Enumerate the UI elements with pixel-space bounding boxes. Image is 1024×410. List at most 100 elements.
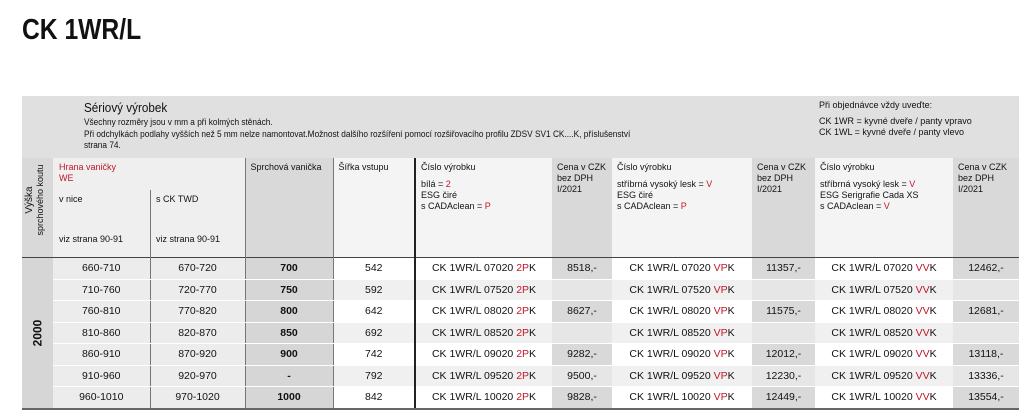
code-suffix: K — [929, 326, 937, 339]
table-row: 910-960 920-970-792 CK 1WR/L 09520 2PK 9500… — [22, 365, 1019, 387]
color-code: V — [909, 179, 916, 189]
code-base: CK 1WR/L 09020 — [431, 348, 517, 361]
code-base: CK 1WR/L 07020 — [431, 262, 517, 275]
edge-label: Hrana vaničky — [59, 162, 117, 172]
glass-label: ESG čiré — [421, 190, 458, 200]
code-suffix-color: VP — [713, 305, 728, 318]
table-row: 810-860 820-870 850 692 CK 1WR/L 08520 2PK CK… — [22, 322, 1019, 344]
code-base: CK 1WR/L 08020 — [431, 305, 517, 318]
height-label: sprchového koutu — [35, 164, 45, 236]
code-base: CK 1WR/L 08520 — [831, 326, 916, 339]
order-line: CK 1WL = kyvné dveře / panty vlevo — [819, 127, 964, 137]
product-code: CK 1WR/L 07020 VPK — [612, 257, 752, 280]
clean-label: s CADAclean = — [421, 201, 485, 211]
glass-label: ESG čiré — [617, 190, 654, 200]
code-suffix: K — [727, 305, 735, 318]
price-label: I/2021 — [757, 184, 783, 194]
edge-header: Hrana vaničky WE v nice s CK TWD viz stra… — [53, 158, 245, 258]
color-line: bílá = 2 — [421, 179, 547, 190]
code-title: Číslo výrobku — [617, 162, 672, 172]
product-code: CK 1WR/L 09020 VPK — [612, 343, 752, 366]
price — [552, 279, 612, 301]
band-heading: Sériový výrobek — [84, 100, 168, 115]
tray-size: 800 — [245, 300, 334, 323]
code-base: CK 1WR/L 08520 — [629, 326, 714, 339]
code-base: CK 1WR/L 10020 — [629, 391, 714, 404]
code-base: CK 1WR/L 08520 — [431, 326, 517, 339]
product-code: CK 1WR/L 08020 VPK — [612, 300, 752, 323]
code-suffix: K — [529, 348, 537, 361]
table-row: 760-810 770-820 800 642 CK 1WR/L 08020 2PK 86… — [22, 300, 1019, 323]
code-suffix-color: VP — [713, 283, 728, 296]
price — [953, 322, 1019, 344]
entry-width: 742 — [333, 343, 416, 366]
code-suffix: K — [929, 348, 937, 361]
price: 12230,- — [752, 365, 815, 387]
product-code: CK 1WR/L 09020 2PK — [415, 343, 552, 366]
code-base: CK 1WR/L 10020 — [831, 391, 916, 404]
price-label: I/2021 — [557, 184, 583, 194]
clean-line: s CADAclean = V — [820, 201, 948, 212]
table-row: 710-760 720-770 750 592 CK 1WR/L 07520 2PK CK… — [22, 279, 1019, 301]
code-suffix: K — [529, 262, 537, 275]
price — [752, 279, 815, 301]
code-suffix: K — [929, 262, 937, 275]
product-code: CK 1WR/L 07020 2PK — [415, 257, 552, 280]
product-code: CK 1WR/L 09520 VVK — [815, 365, 953, 387]
entry-header: Šířka vstupu — [332, 158, 415, 258]
code-base: CK 1WR/L 09020 — [629, 348, 714, 361]
price: 12012,- — [752, 343, 815, 366]
clean-label: s CADAclean = — [820, 201, 884, 211]
tray-header: Sprchová vanička — [244, 158, 333, 258]
product-code: CK 1WR/L 09020 VVK — [815, 343, 953, 366]
tray-size: 700 — [245, 257, 334, 280]
color-label: stříbrná vysoký lesk = — [820, 179, 910, 189]
entry-width: 592 — [333, 279, 416, 301]
code-suffix: K — [529, 305, 537, 318]
product-code: CK 1WR/L 08520 VVK — [815, 322, 953, 344]
note: strana 74. — [84, 140, 121, 150]
price: 12681,- — [953, 300, 1019, 323]
code-suffix-color: VV — [915, 326, 930, 339]
tray-size: 900 — [245, 343, 334, 366]
code-suffix-color: VV — [915, 262, 930, 275]
price: 12449,- — [752, 386, 815, 410]
code-suffix: K — [727, 348, 735, 361]
price: 13118,- — [953, 343, 1019, 366]
price-label: Cena v CZK — [757, 162, 807, 172]
code-suffix-color: VV — [915, 348, 930, 361]
code-suffix: K — [727, 369, 735, 382]
twd-range: 970-1020 — [150, 386, 246, 410]
product-code: CK 1WR/L 07520 VPK — [612, 279, 752, 301]
code-title: Číslo výrobku — [820, 162, 875, 172]
niche-range: 760-810 — [53, 300, 151, 323]
code-suffix-color: VP — [713, 369, 728, 382]
code-base: CK 1WR/L 07520 — [431, 283, 517, 296]
order-title: Při objednávce vždy uveďte: — [819, 100, 933, 110]
code-suffix: K — [929, 305, 937, 318]
color-code: 2 — [445, 179, 451, 189]
price: 9828,- — [552, 386, 612, 410]
twd-range: 670-720 — [150, 257, 246, 280]
code-suffix-color: VV — [915, 369, 930, 382]
product-code: CK 1WR/L 09520 2PK — [415, 365, 552, 387]
product-code: CK 1WR/L 10020 VVK — [815, 386, 953, 410]
code-suffix: K — [929, 391, 937, 404]
twd-label: s CK TWD — [156, 194, 199, 204]
price: 13554,- — [953, 386, 1019, 410]
tray-size: 1000 — [245, 386, 334, 410]
code-base: CK 1WR/L 09520 — [629, 369, 714, 382]
niche-range: 710-760 — [53, 279, 151, 301]
band-notes: Všechny rozměry jsou v mm a při kolmých … — [84, 117, 630, 152]
clean-code: P — [484, 201, 491, 211]
price: 8518,- — [552, 257, 612, 280]
product-code: CK 1WR/L 08520 VPK — [612, 322, 752, 344]
code-suffix: K — [727, 283, 735, 296]
order-info: Při objednávce vždy uveďte: CK 1WR = kyv… — [819, 100, 972, 139]
code3-header: Číslo výrobku stříbrná vysoký lesk = V E… — [815, 158, 953, 258]
price: 11357,- — [752, 257, 815, 280]
price: 8627,- — [552, 300, 612, 323]
order-line: CK 1WR = kyvné dveře / panty vpravo — [819, 115, 972, 126]
color-code: V — [706, 179, 713, 189]
niche-range: 910-960 — [53, 365, 151, 387]
